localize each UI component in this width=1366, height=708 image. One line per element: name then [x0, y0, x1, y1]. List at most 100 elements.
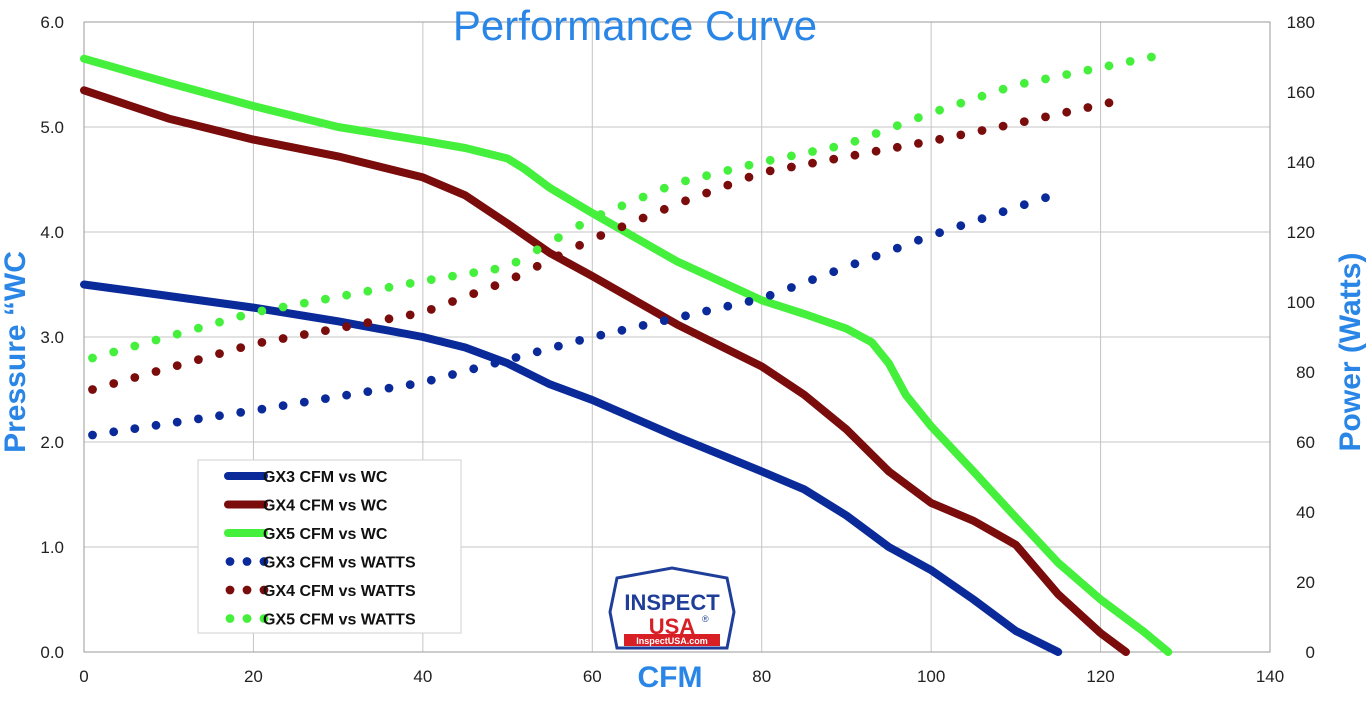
gx3-cfm-vs-watts-point [469, 364, 479, 374]
gx3-cfm-vs-watts-point [681, 311, 690, 321]
gx3-cfm-vs-watts-point [490, 358, 500, 368]
chart-title: Performance Curve [453, 2, 817, 49]
y2-tick-label: 60 [1296, 433, 1315, 452]
gx5-cfm-vs-watts-point [172, 329, 182, 339]
gx3-cfm-vs-watts-legend-swatch [242, 557, 252, 566]
gx3-cfm-vs-watts-point [554, 341, 563, 351]
legend-label: GX5 CFM vs WATTS [263, 612, 416, 629]
gx3-cfm-vs-watts-point [426, 375, 436, 385]
gx5-cfm-vs-watts-point [998, 84, 1008, 94]
gx4-cfm-vs-watts-point [998, 121, 1008, 131]
gx4-cfm-vs-watts-point [236, 343, 246, 352]
gx4-cfm-vs-watts-point [342, 322, 351, 332]
gx5-cfm-vs-watts-point [850, 136, 860, 146]
gx4-cfm-vs-watts-point [1062, 107, 1072, 117]
x-tick-label: 100 [917, 667, 945, 686]
gx4-cfm-vs-watts-point [723, 180, 733, 190]
gx5-cfm-vs-watts-point [744, 160, 754, 170]
gx4-cfm-vs-watts-point [681, 196, 690, 206]
gx5-cfm-vs-watts-point [299, 298, 309, 308]
gx4-cfm-vs-watts-legend-swatch [259, 585, 269, 595]
gx3-cfm-vs-watts-legend-swatch [225, 557, 235, 566]
svg-text:®: ® [702, 614, 709, 624]
gx5-cfm-vs-watts-point [194, 323, 203, 333]
gx5-cfm-vs-watts-point [109, 347, 119, 357]
gx4-cfm-vs-watts-point [554, 251, 563, 261]
gx5-cfm-vs-watts-point [681, 176, 690, 186]
gx3-cfm-vs-watts-point [787, 283, 796, 292]
gx5-cfm-vs-watts-point [787, 151, 796, 161]
gx4-cfm-vs-watts-point [659, 204, 669, 214]
gx4-cfm-vs-watts-point [321, 326, 330, 335]
gx5-cfm-vs-watts-point [511, 257, 521, 267]
gx4-cfm-vs-watts-point [871, 146, 881, 156]
gx5-cfm-vs-watts-point [956, 98, 966, 108]
gx5-cfm-vs-watts-point [596, 210, 606, 219]
series-layer [80, 52, 1173, 656]
gx4-cfm-vs-watts-point [850, 150, 860, 160]
gx4-cfm-vs-watts-point [956, 130, 966, 140]
gx5-cfm-vs-watts-point [363, 286, 373, 296]
gx3-cfm-vs-watts-point [384, 383, 394, 393]
gx3-cfm-vs-watts-point [532, 347, 542, 357]
gx5-cfm-vs-watts-point [638, 192, 648, 202]
svg-text:USA: USA [649, 614, 696, 639]
gx3-cfm-vs-watts-point [638, 321, 648, 330]
gx5-cfm-vs-watts-point [151, 335, 161, 345]
gx4-cfm-vs-watts-point [130, 373, 140, 382]
gx5-cfm-vs-watts-point [723, 166, 733, 175]
gx5-cfm-vs-watts-point [1147, 52, 1156, 62]
gx3-cfm-vs-watts-point [808, 275, 817, 284]
gx3-cfm-vs-watts-point [829, 267, 839, 277]
gx3-cfm-vs-watts-point [405, 380, 415, 389]
svg-text:InspectUSA.com: InspectUSA.com [636, 636, 708, 646]
gx5-cfm-vs-watts-point [702, 171, 711, 181]
gx4-cfm-vs-watts-point [511, 272, 521, 282]
gx5-cfm-vs-watts-point [1019, 78, 1029, 88]
inspect-usa-logo: INSPECT USA ® InspectUSA.com [608, 566, 736, 650]
gx4-cfm-vs-watts-point [596, 231, 606, 240]
gx5-cfm-vs-watts-point [617, 201, 627, 211]
gx3-cfm-vs-watts-point [596, 330, 606, 340]
gx5-cfm-vs-watts-point [1104, 61, 1114, 71]
gx3-cfm-vs-watts-point [342, 390, 351, 400]
y2-tick-label: 180 [1287, 13, 1315, 32]
x-tick-label: 0 [79, 667, 88, 686]
gx4-cfm-vs-watts-point [109, 379, 119, 388]
gx4-cfm-vs-watts-point [490, 281, 500, 291]
gx4-cfm-vs-watts-point [702, 188, 711, 198]
gx5-cfm-vs-watts-point [88, 353, 97, 363]
gx5-cfm-vs-watts-point [765, 155, 775, 165]
gx3-cfm-vs-watts-point [215, 411, 224, 421]
gx4-cfm-vs-watts-point [765, 166, 775, 176]
gx4-cfm-vs-watts-point [829, 154, 839, 164]
gx5-cfm-vs-watts-point [1125, 57, 1135, 66]
y2-tick-label: 120 [1287, 223, 1315, 242]
gx3-cfm-vs-watts-point [321, 394, 330, 403]
gx3-cfm-vs-watts-point [977, 214, 987, 224]
gx5-cfm-vs-watts-point [384, 282, 394, 292]
y-tick-label: 6.0 [40, 13, 64, 32]
legend-label: GX4 CFM vs WATTS [263, 583, 416, 600]
gx4-cfm-vs-watts-point [808, 158, 817, 168]
gx4-cfm-vs-watts-point [532, 261, 542, 271]
gx5-cfm-vs-watts-point [257, 306, 267, 316]
gx5-cfm-vs-watts-point [829, 142, 839, 152]
gx3-cfm-vs-watts-point [109, 427, 119, 437]
gx5-cfm-vs-watts-point [321, 294, 330, 304]
gx4-cfm-vs-watts-point [299, 330, 309, 339]
x-tick-label: 120 [1086, 667, 1114, 686]
gx4-cfm-vs-watts-point [257, 338, 267, 347]
gx4-cfm-vs-watts-point [194, 355, 203, 364]
y2-axis-label: Power (Watts) [1334, 253, 1366, 452]
gx5-cfm-vs-watts-point [426, 275, 436, 284]
gx4-cfm-vs-watts-point [744, 172, 754, 182]
gx5-cfm-vs-watts-legend-swatch [259, 614, 269, 623]
y2-tick-label: 20 [1296, 573, 1315, 592]
gx5-cfm-vs-watts-point [977, 91, 987, 101]
gx3-cfm-vs-watts-point [765, 290, 775, 300]
gx5-cfm-vs-watts-point [892, 121, 902, 130]
gx4-cfm-vs-watts-point [215, 349, 224, 358]
gx3-cfm-vs-wc-line [80, 280, 1063, 656]
